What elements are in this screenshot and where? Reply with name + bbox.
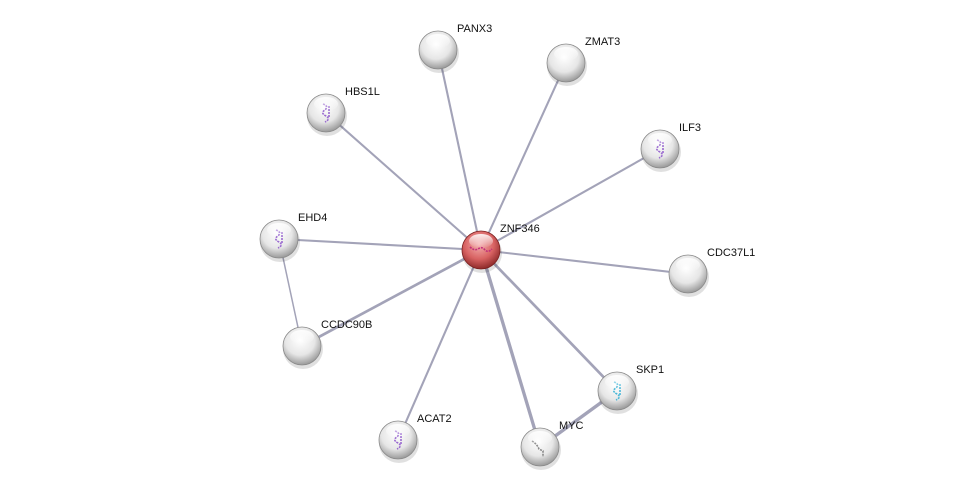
edge-znf346-hbs1l[interactable] <box>325 112 482 251</box>
node-panx3[interactable]: PANX3 <box>418 23 492 73</box>
node-label: ACAT2 <box>417 413 452 425</box>
node-ccdc90b[interactable]: CCDC90B <box>282 319 372 369</box>
node-label: ZMAT3 <box>585 36 620 48</box>
node-label: ILF3 <box>679 122 701 134</box>
edge-znf346-cdc37l1[interactable] <box>480 248 689 276</box>
node-label: CCDC90B <box>321 319 372 331</box>
node-zmat3[interactable]: ZMAT3 <box>546 36 620 86</box>
node-label: EHD4 <box>298 212 327 224</box>
node-label: ZNF346 <box>500 223 540 235</box>
node-label: HBS1L <box>345 86 380 98</box>
edge-znf346-ccdc90b[interactable] <box>301 248 482 348</box>
edge-znf346-ehd4[interactable] <box>278 237 482 252</box>
edge-znf346-zmat3[interactable] <box>480 62 567 251</box>
node-label: PANX3 <box>457 23 492 35</box>
node-label: SKP1 <box>636 364 664 376</box>
node-hbs1l[interactable]: HBS1L <box>306 86 380 136</box>
node-ilf3[interactable]: ILF3 <box>640 122 701 172</box>
node-znf346[interactable]: ZNF346 <box>461 223 540 273</box>
node-myc[interactable]: MYC <box>520 420 584 470</box>
edge-znf346-panx3[interactable] <box>436 49 483 251</box>
node-label: MYC <box>559 420 584 432</box>
edge-znf346-ilf3[interactable] <box>480 148 661 251</box>
node-ehd4[interactable]: EHD4 <box>259 212 327 262</box>
edge-znf346-skp1[interactable] <box>480 249 618 392</box>
node-cdc37l1[interactable]: CDC37L1 <box>668 247 755 297</box>
node-acat2[interactable]: ACAT2 <box>378 413 452 463</box>
edge-znf346-myc[interactable] <box>479 249 542 448</box>
node-skp1[interactable]: SKP1 <box>597 364 664 414</box>
edge-znf346-acat2[interactable] <box>397 249 482 441</box>
node-label: CDC37L1 <box>707 247 755 259</box>
